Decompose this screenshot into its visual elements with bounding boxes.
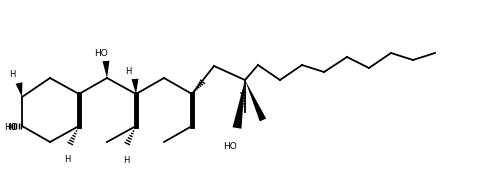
- Text: H: H: [122, 156, 129, 165]
- Text: HO: HO: [223, 142, 236, 151]
- Polygon shape: [232, 80, 244, 129]
- Text: HO: HO: [4, 123, 18, 131]
- Text: H: H: [124, 67, 131, 76]
- Text: HO: HO: [94, 49, 107, 58]
- Polygon shape: [102, 61, 109, 78]
- Polygon shape: [16, 82, 22, 97]
- Polygon shape: [244, 80, 265, 122]
- Text: H: H: [63, 155, 70, 164]
- Text: H: H: [9, 70, 15, 79]
- Polygon shape: [131, 79, 138, 94]
